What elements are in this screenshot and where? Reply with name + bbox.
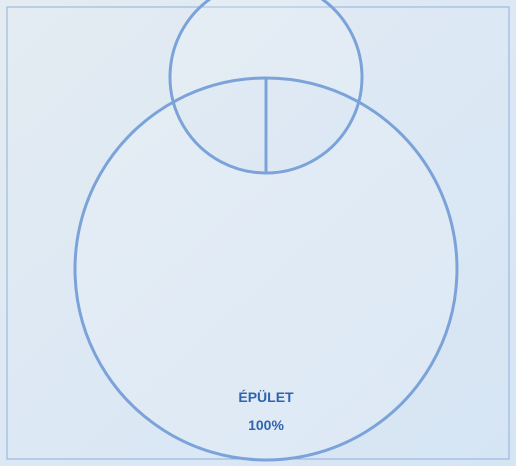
- slice-label: ÉPÜLET: [238, 389, 294, 405]
- slice-value-label: 100%: [248, 417, 284, 433]
- donut-slice: [73, 0, 459, 462]
